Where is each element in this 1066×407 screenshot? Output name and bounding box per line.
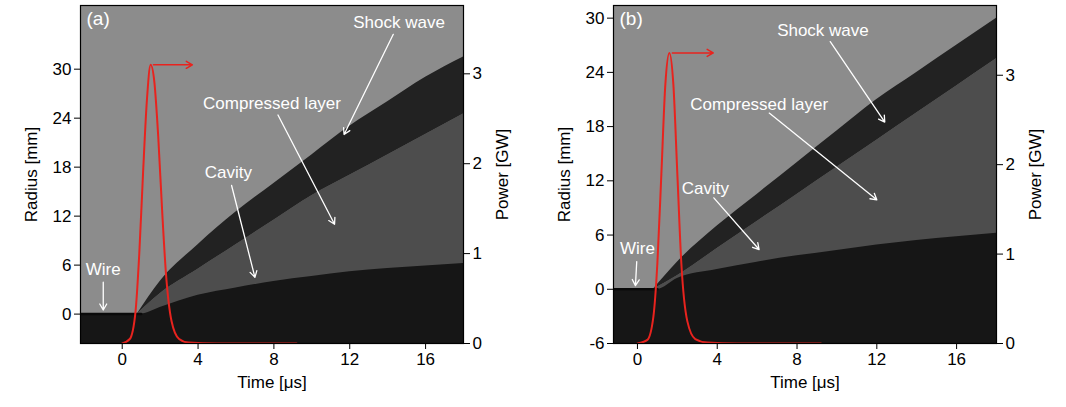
svg-text:6: 6 <box>62 256 71 275</box>
svg-text:Power [GW]: Power [GW] <box>1026 129 1045 221</box>
svg-text:4: 4 <box>193 350 202 369</box>
svg-text:Wire: Wire <box>620 239 655 258</box>
svg-text:0: 0 <box>1006 334 1015 353</box>
svg-text:30: 30 <box>586 9 605 28</box>
svg-text:30: 30 <box>53 60 72 79</box>
svg-text:Radius [mm]: Radius [mm] <box>22 127 41 222</box>
svg-text:Shock wave: Shock wave <box>777 21 869 40</box>
svg-text:0: 0 <box>633 350 642 369</box>
svg-text:Power [GW]: Power [GW] <box>493 129 512 221</box>
svg-text:Shock wave: Shock wave <box>353 13 445 32</box>
svg-text:12: 12 <box>586 171 605 190</box>
svg-text:8: 8 <box>792 350 801 369</box>
svg-text:Compressed layer: Compressed layer <box>203 94 341 113</box>
svg-text:24: 24 <box>53 109 72 128</box>
svg-text:Time [μs]: Time [μs] <box>237 373 307 392</box>
svg-text:6: 6 <box>595 225 604 244</box>
svg-text:8: 8 <box>269 350 278 369</box>
svg-text:12: 12 <box>53 207 72 226</box>
svg-text:12: 12 <box>867 350 886 369</box>
svg-text:0: 0 <box>473 334 482 353</box>
svg-text:3: 3 <box>1006 66 1015 85</box>
svg-text:12: 12 <box>340 350 359 369</box>
svg-text:Cavity: Cavity <box>205 163 253 182</box>
svg-text:16: 16 <box>416 350 435 369</box>
svg-text:(a): (a) <box>87 8 110 29</box>
svg-text:(b): (b) <box>620 8 643 29</box>
svg-text:24: 24 <box>586 63 605 82</box>
svg-text:-6: -6 <box>589 334 604 353</box>
svg-text:Time [μs]: Time [μs] <box>770 373 840 392</box>
svg-text:2: 2 <box>1006 155 1015 174</box>
svg-text:0: 0 <box>62 305 71 324</box>
svg-text:0: 0 <box>117 350 126 369</box>
svg-text:Wire: Wire <box>86 260 121 279</box>
svg-text:18: 18 <box>53 158 72 177</box>
svg-text:1: 1 <box>473 244 482 263</box>
svg-text:1: 1 <box>1006 245 1015 264</box>
svg-text:Radius [mm]: Radius [mm] <box>555 127 574 222</box>
svg-text:18: 18 <box>586 117 605 136</box>
svg-text:Compressed layer: Compressed layer <box>690 95 828 114</box>
svg-text:2: 2 <box>473 154 482 173</box>
svg-text:3: 3 <box>473 64 482 83</box>
svg-text:Cavity: Cavity <box>682 178 730 197</box>
svg-text:16: 16 <box>947 350 966 369</box>
svg-text:0: 0 <box>595 280 604 299</box>
svg-text:4: 4 <box>712 350 721 369</box>
